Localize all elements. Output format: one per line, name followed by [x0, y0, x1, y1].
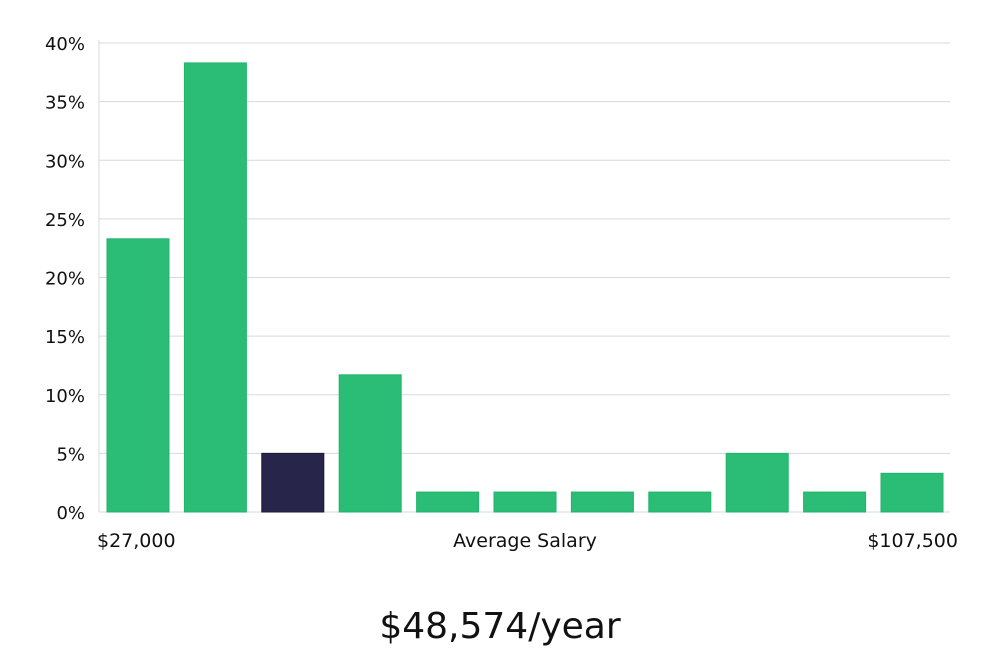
y-tick-label: 15% [45, 327, 85, 348]
bar [648, 491, 712, 513]
bar [416, 491, 480, 513]
bar-highlighted [261, 452, 325, 513]
y-axis-ticks: 0% 5% 10% 15% 20% 25% 30% 35% 40% [45, 34, 85, 524]
y-tick-label: 0% [56, 503, 85, 524]
y-tick-label: 5% [56, 444, 85, 465]
y-tick-label: 25% [45, 210, 85, 231]
bar [880, 472, 944, 513]
bar [183, 62, 247, 513]
bar [493, 491, 557, 513]
chart-svg: 0% 5% 10% 15% 20% 25% 30% 35% 40% $27,000 Averag… [45, 34, 958, 552]
x-max-label: $107,500 [867, 530, 958, 552]
y-tick-label: 40% [45, 34, 85, 55]
y-tick-label: 30% [45, 151, 85, 172]
bar [338, 374, 402, 513]
y-tick-label: 10% [45, 386, 85, 407]
y-tick-label: 35% [45, 93, 85, 114]
bar [725, 452, 789, 513]
bar [106, 238, 170, 513]
x-axis-title: Average Salary [453, 530, 597, 552]
y-tick-label: 20% [45, 269, 85, 290]
bars [106, 62, 944, 513]
bar [570, 491, 634, 513]
bar [803, 491, 867, 513]
x-min-label: $27,000 [97, 530, 176, 552]
average-salary-value: $48,574/year [379, 606, 621, 647]
